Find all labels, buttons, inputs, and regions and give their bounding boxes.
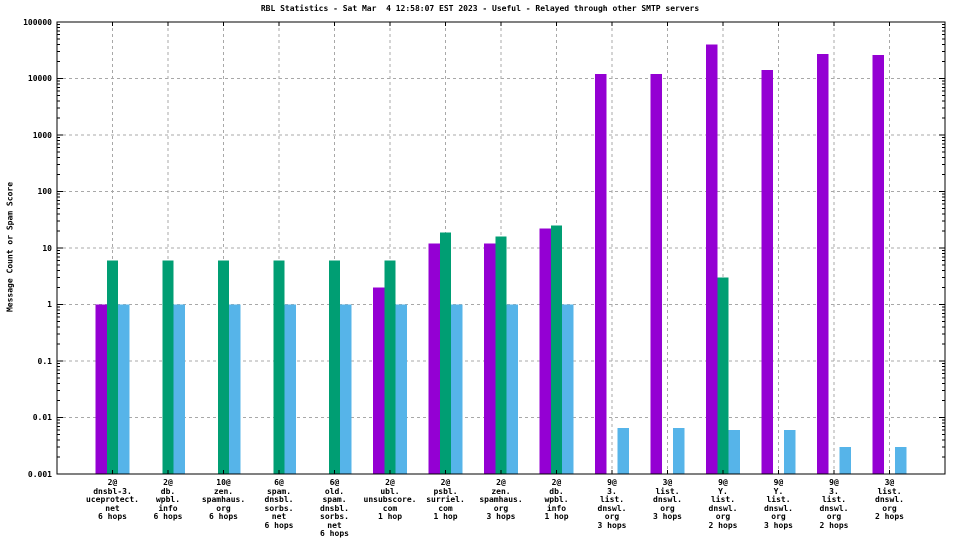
x-category-label: 9@ Y. list. dnswl. org 3 hops [764,478,793,530]
y-tick-label: 0.001 [27,469,52,479]
y-tick-label: 0.01 [32,413,52,422]
y-tick-label: 100 [37,187,52,196]
bar [173,304,185,474]
x-category-label: 6@ old. spam. dnsbl. sorbs. net 6 hops [320,478,349,538]
bars-score-0-1- [118,304,907,474]
x-category-label: 2@ zen. spamhaus. org 3 hops [479,478,523,521]
bar [373,287,385,474]
bar [539,228,551,474]
bar [95,304,107,474]
bar [284,304,296,474]
bar [817,54,829,474]
bar [395,304,407,474]
x-category-label: 2@ db. wpbl. info 1 hop [544,478,569,521]
axis-ticks [57,21,945,475]
x-category-label: 2@ dnsbl-3. uceprotect. net 6 hops [86,478,139,521]
x-category-label: 6@ spam. dnsbl. sorbs. net 6 hops [264,478,294,530]
x-category-label: 9@ Y. list. dnswl. org 2 hops [708,478,738,530]
bar [451,304,463,474]
bar [506,304,518,474]
x-category-label: 2@ psbl. surriel. com 1 hop [426,478,465,521]
x-category-label: 9@ 3. list. dnswl. org 3 hops [597,478,627,530]
bar [872,55,884,474]
bar [118,304,130,474]
x-category-label: 3@ list. dnswl. org 3 hops [653,478,682,521]
bar [617,428,629,474]
bar [428,243,440,474]
bar [728,430,740,474]
bar [839,447,851,474]
bar [895,447,907,474]
bar [706,44,718,474]
bar [273,260,285,474]
y-tick-label: 100000 [23,17,52,27]
bar [439,232,452,474]
bar [162,260,174,474]
bars-spam [106,225,729,474]
bar [328,260,341,474]
bar [717,277,729,474]
bar [761,70,773,474]
y-tick-label: 1000 [32,130,52,140]
x-category-label: 2@ db. wpbl. info 6 hops [153,478,183,521]
bar [784,430,796,474]
y-tick-label: 1 [47,300,52,309]
bar [650,74,662,474]
y-tick-label: 0.1 [37,356,52,366]
bar [106,260,119,474]
x-category-label: 10@ zen. spamhaus. org 6 hops [201,478,246,521]
bar [229,304,241,474]
chart-title: RBL Statistics - Sat Mar 4 12:58:07 EST … [260,4,700,13]
x-category-label: 2@ ubl. unsubscore. com 1 hop [363,478,417,521]
y-tick-label: 10 [42,243,52,253]
bar [217,260,230,474]
bar [340,304,352,474]
bar [595,74,607,474]
bar [484,243,496,474]
bar [550,225,563,474]
bar [495,236,507,474]
y-tick-label: 10000 [27,74,52,83]
x-category-label: 9@ 3. list. dnswl. org 2 hops [819,478,849,530]
bar [562,304,574,474]
bars-not-spam [95,44,884,474]
bar [673,428,685,474]
bar [384,260,396,474]
x-category-label: 3@ list. dnswl. org 2 hops [875,478,904,521]
